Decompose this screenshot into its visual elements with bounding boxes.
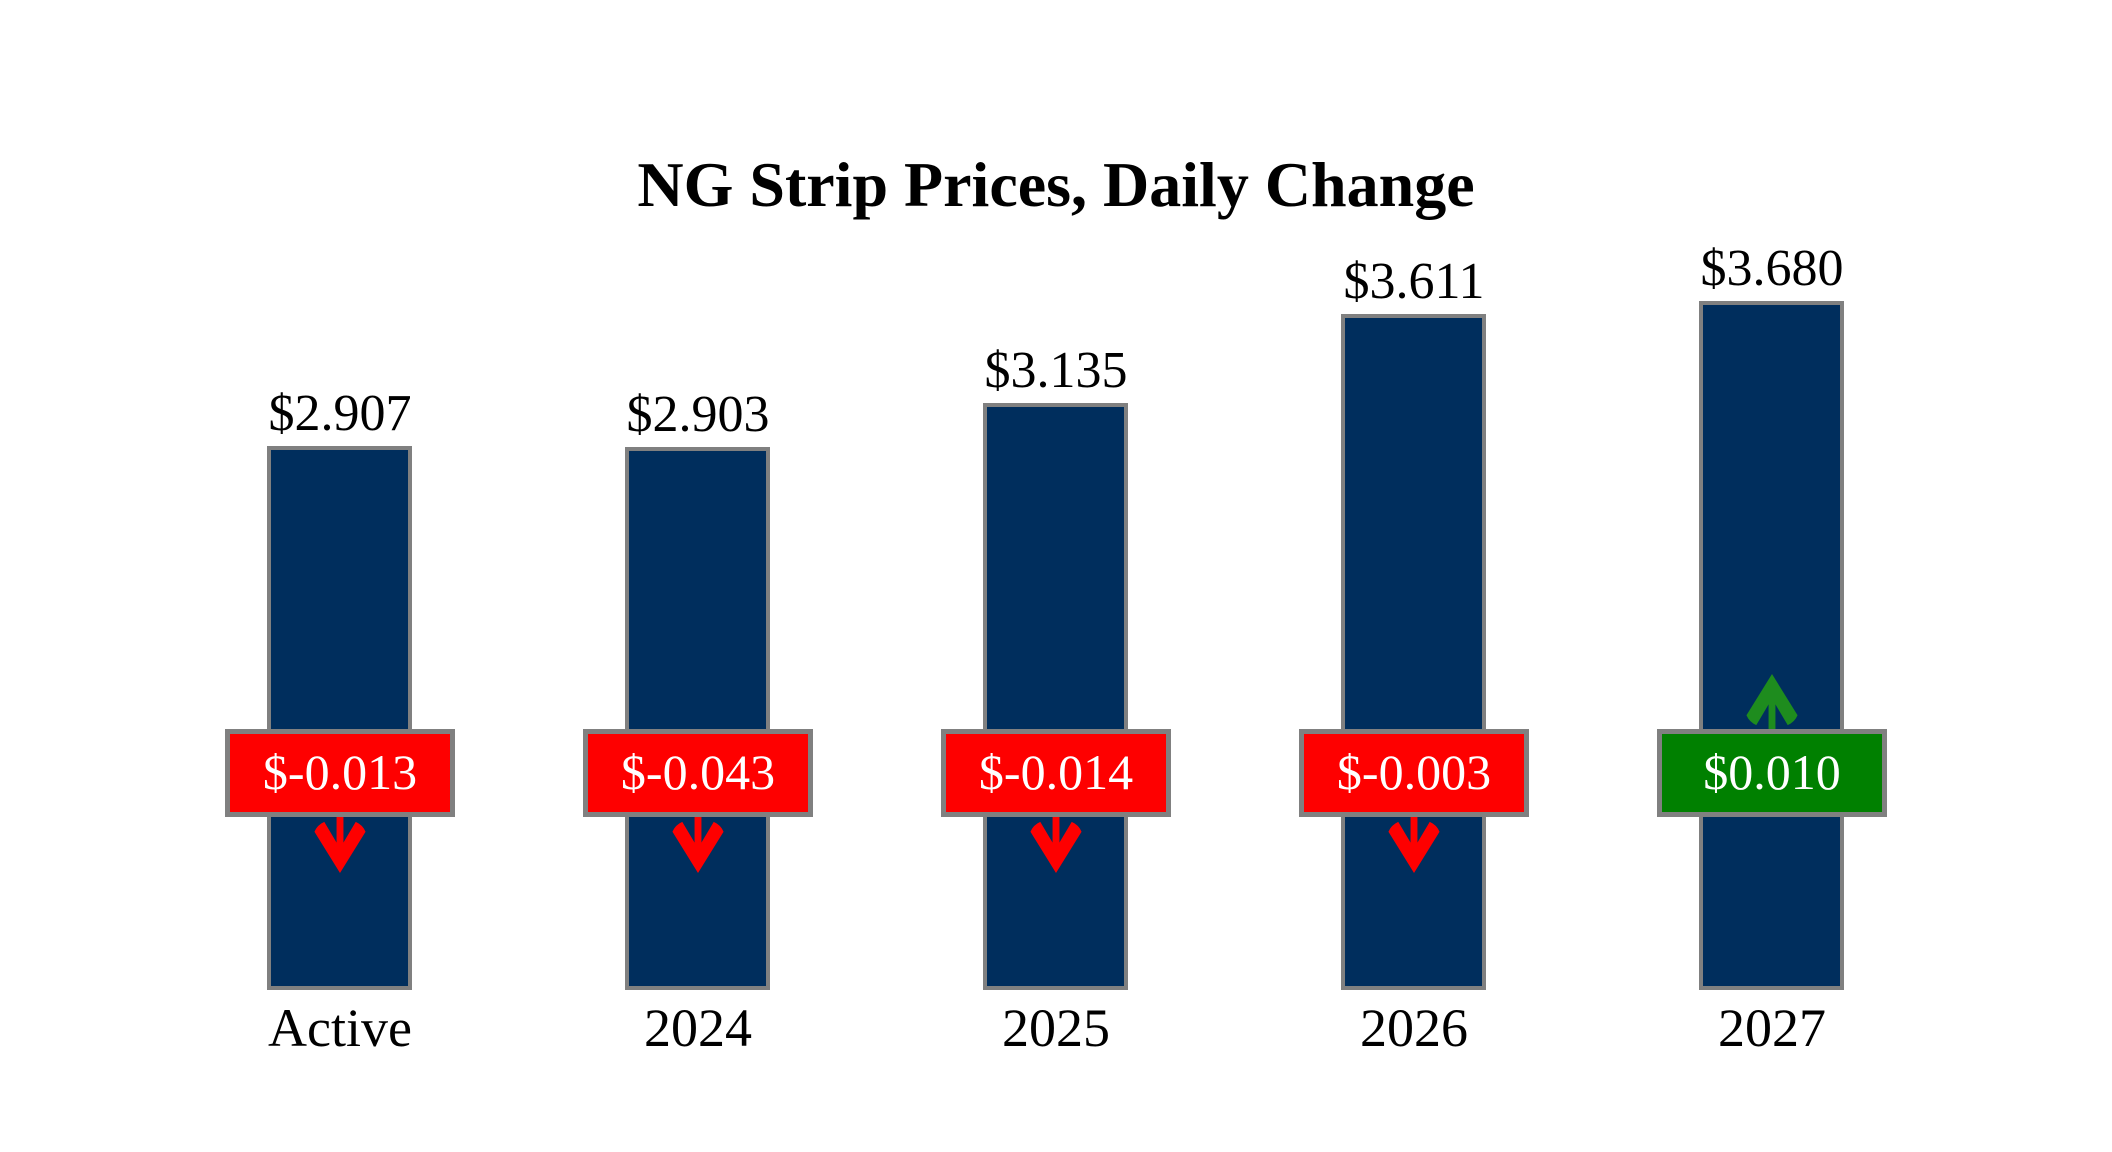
change-arrow-down-icon — [314, 816, 366, 873]
value-label: $2.907 — [268, 385, 412, 442]
bar — [1699, 301, 1844, 990]
category-label: 2026 — [1360, 998, 1468, 1058]
change-badge: $-0.013 — [225, 729, 455, 817]
chart-title: NG Strip Prices, Daily Change — [637, 149, 1475, 220]
change-arrow-down-icon — [1030, 816, 1082, 873]
change-badge: $-0.003 — [1299, 729, 1529, 817]
change-badge: $0.010 — [1657, 729, 1887, 817]
bar — [1341, 314, 1486, 990]
change-arrow-down-icon — [672, 816, 724, 873]
category-label: 2024 — [644, 998, 752, 1058]
change-arrow-down-icon — [1388, 816, 1440, 873]
bar — [625, 447, 770, 990]
value-label: $3.135 — [984, 342, 1128, 399]
value-label: $3.611 — [1343, 253, 1485, 310]
bar — [267, 446, 412, 990]
change-badge: $-0.043 — [583, 729, 813, 817]
value-label: $3.680 — [1700, 240, 1844, 297]
value-label: $2.903 — [626, 386, 770, 443]
category-label: 2027 — [1718, 998, 1826, 1058]
bar — [983, 403, 1128, 990]
change-badge: $-0.014 — [941, 729, 1171, 817]
category-label: 2025 — [1002, 998, 1110, 1058]
category-label: Active — [268, 998, 412, 1058]
change-arrow-up-icon — [1746, 674, 1798, 731]
